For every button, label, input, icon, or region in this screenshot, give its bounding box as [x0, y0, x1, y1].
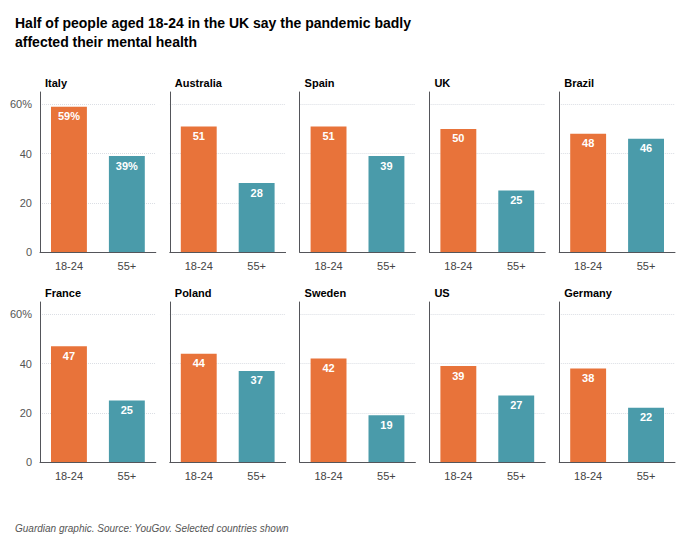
svg-text:affected their mental health: affected their mental health — [15, 34, 197, 50]
svg-text:27: 27 — [510, 399, 522, 411]
svg-text:28: 28 — [251, 187, 263, 199]
svg-text:Germany: Germany — [564, 287, 613, 299]
svg-text:20: 20 — [20, 197, 32, 209]
svg-text:18-24: 18-24 — [185, 260, 213, 272]
svg-text:59%: 59% — [58, 110, 80, 122]
svg-text:18-24: 18-24 — [185, 470, 213, 482]
svg-text:Spain: Spain — [305, 77, 335, 89]
svg-text:51: 51 — [322, 130, 334, 142]
svg-text:55+: 55+ — [637, 470, 656, 482]
svg-text:60%: 60% — [10, 308, 32, 320]
svg-text:Half of people aged 18-24 in t: Half of people aged 18-24 in the UK say … — [15, 15, 411, 31]
svg-text:18-24: 18-24 — [444, 470, 472, 482]
svg-text:39: 39 — [380, 160, 392, 172]
svg-text:Guardian graphic. Source: YouG: Guardian graphic. Source: YouGov. Select… — [15, 523, 289, 534]
svg-text:25: 25 — [121, 404, 133, 416]
svg-text:22: 22 — [640, 411, 652, 423]
svg-text:39: 39 — [452, 370, 464, 382]
svg-text:18-24: 18-24 — [55, 260, 83, 272]
svg-text:0: 0 — [26, 456, 32, 468]
svg-text:55+: 55+ — [247, 470, 266, 482]
svg-text:Australia: Australia — [175, 77, 223, 89]
svg-text:50: 50 — [452, 132, 464, 144]
svg-text:US: US — [434, 287, 449, 299]
svg-text:55+: 55+ — [377, 260, 396, 272]
svg-text:18-24: 18-24 — [574, 260, 602, 272]
svg-text:20: 20 — [20, 407, 32, 419]
svg-text:46: 46 — [640, 142, 652, 154]
svg-text:18-24: 18-24 — [444, 260, 472, 272]
svg-text:55+: 55+ — [247, 260, 266, 272]
svg-text:38: 38 — [582, 372, 594, 384]
svg-text:48: 48 — [582, 137, 594, 149]
svg-text:40: 40 — [20, 358, 32, 370]
svg-text:55+: 55+ — [377, 470, 396, 482]
svg-text:25: 25 — [510, 194, 522, 206]
svg-text:55+: 55+ — [507, 260, 526, 272]
svg-text:42: 42 — [322, 362, 334, 374]
svg-text:Poland: Poland — [175, 287, 212, 299]
svg-text:UK: UK — [434, 77, 450, 89]
svg-text:18-24: 18-24 — [314, 470, 342, 482]
svg-text:0: 0 — [26, 246, 32, 258]
svg-text:55+: 55+ — [637, 260, 656, 272]
svg-text:55+: 55+ — [507, 470, 526, 482]
svg-text:55+: 55+ — [118, 470, 137, 482]
svg-text:55+: 55+ — [118, 260, 137, 272]
svg-text:18-24: 18-24 — [574, 470, 602, 482]
svg-text:France: France — [45, 287, 81, 299]
svg-text:44: 44 — [193, 357, 206, 369]
svg-text:18-24: 18-24 — [314, 260, 342, 272]
svg-text:37: 37 — [251, 374, 263, 386]
svg-text:47: 47 — [63, 350, 75, 362]
svg-text:51: 51 — [193, 130, 205, 142]
svg-text:Italy: Italy — [45, 77, 68, 89]
svg-text:60%: 60% — [10, 98, 32, 110]
svg-text:40: 40 — [20, 148, 32, 160]
svg-text:Brazil: Brazil — [564, 77, 594, 89]
svg-text:18-24: 18-24 — [55, 470, 83, 482]
svg-text:39%: 39% — [116, 160, 138, 172]
svg-text:Sweden: Sweden — [305, 287, 347, 299]
svg-text:19: 19 — [380, 419, 392, 431]
